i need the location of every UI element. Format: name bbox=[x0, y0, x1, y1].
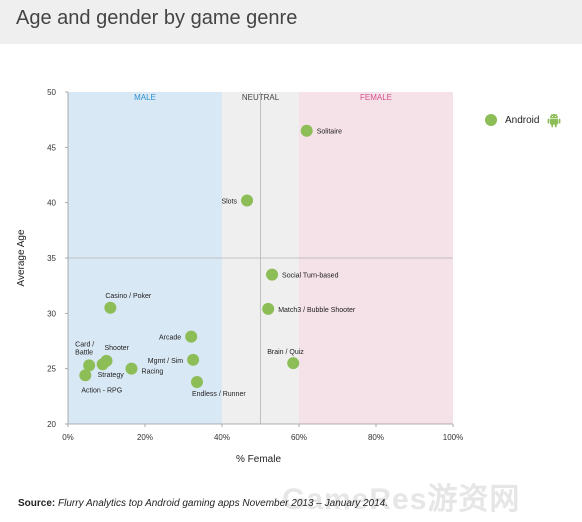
data-point bbox=[125, 362, 138, 375]
y-tick-label: 50 bbox=[47, 88, 56, 97]
data-label: Card / Battle bbox=[75, 341, 94, 356]
data-label: Strategy bbox=[98, 372, 125, 379]
data-point bbox=[79, 369, 92, 382]
data-point bbox=[287, 357, 300, 370]
data-label: Shooter bbox=[105, 345, 130, 352]
region-label-male: MALE bbox=[134, 93, 156, 102]
y-tick-label: 35 bbox=[47, 254, 56, 263]
data-label: Endless / Runner bbox=[192, 391, 246, 398]
data-label: Slots bbox=[221, 198, 237, 205]
x-tick-label: 60% bbox=[291, 433, 307, 442]
data-point bbox=[104, 301, 117, 314]
data-label: Action - RPG bbox=[81, 387, 122, 394]
x-tick-label: 80% bbox=[368, 433, 384, 442]
x-tick-label: 40% bbox=[214, 433, 230, 442]
data-point bbox=[187, 353, 200, 366]
data-point bbox=[96, 358, 109, 371]
data-point bbox=[262, 302, 275, 315]
data-label: Racing bbox=[142, 369, 164, 376]
y-tick-label: 25 bbox=[47, 365, 56, 374]
data-point bbox=[241, 194, 254, 207]
y-tick-label: 40 bbox=[47, 199, 56, 208]
data-label: Arcade bbox=[159, 335, 181, 342]
data-point bbox=[190, 375, 203, 388]
data-label: Mgmt / Sim bbox=[148, 358, 184, 365]
region-label-female: FEMALE bbox=[360, 93, 392, 102]
data-point bbox=[266, 268, 279, 281]
legend-label: Android bbox=[505, 114, 540, 126]
header-bar: Age and gender by game genre bbox=[0, 0, 582, 44]
x-tick-label: 20% bbox=[137, 433, 153, 442]
source-note: Source: Flurry Analytics top Android gam… bbox=[18, 498, 388, 509]
data-label: Brain / Quiz bbox=[267, 349, 304, 356]
y-tick-label: 45 bbox=[47, 143, 56, 152]
page-title: Age and gender by game genre bbox=[16, 7, 298, 29]
data-point bbox=[185, 330, 198, 343]
source-label: Source: bbox=[18, 498, 56, 509]
y-tick-label: 30 bbox=[47, 309, 56, 318]
y-axis-label: Average Age bbox=[16, 229, 27, 287]
legend-marker bbox=[485, 114, 497, 126]
x-axis-label: % Female bbox=[236, 454, 281, 465]
watermark: GameRes游资网 bbox=[282, 483, 521, 516]
data-point bbox=[300, 124, 313, 137]
data-label: Social Turn-based bbox=[282, 273, 339, 280]
data-label: Match3 / Bubble Shooter bbox=[278, 307, 356, 314]
source-text: Flurry Analytics top Android gaming apps… bbox=[58, 498, 389, 509]
data-point bbox=[83, 359, 96, 372]
data-label: Solitaire bbox=[317, 129, 342, 136]
x-tick-label: 0% bbox=[62, 433, 74, 442]
android-robot-icon bbox=[548, 113, 561, 128]
legend: Android bbox=[485, 110, 561, 130]
x-tick-label: 100% bbox=[443, 433, 463, 442]
data-label: Casino / Poker bbox=[105, 293, 152, 300]
y-tick-label: 20 bbox=[47, 420, 56, 429]
